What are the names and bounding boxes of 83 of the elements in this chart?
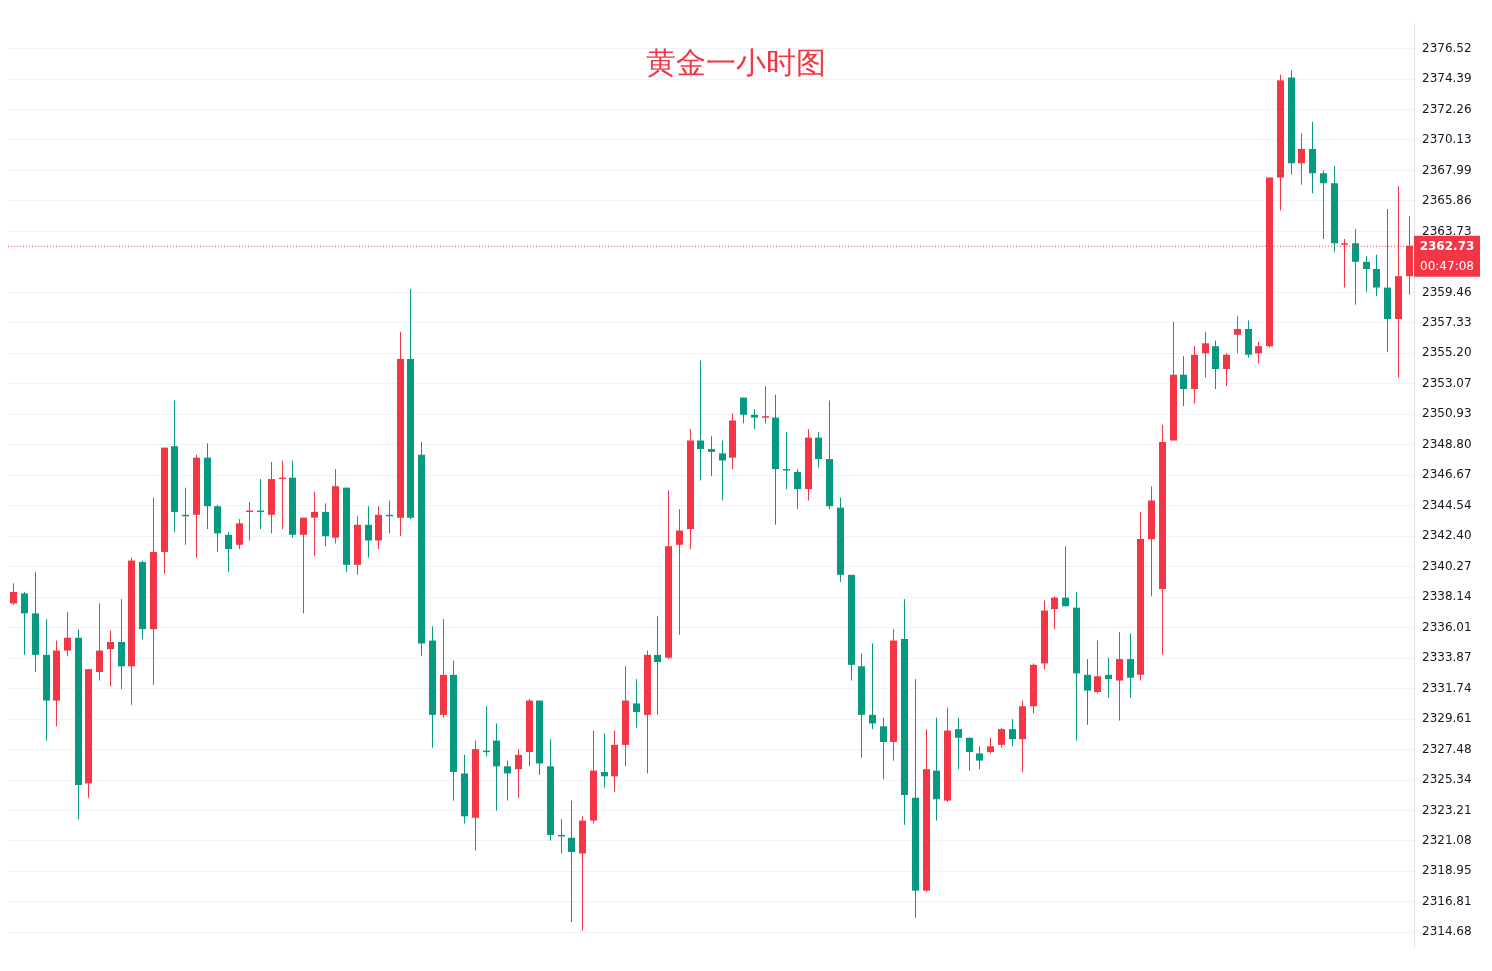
y-tick-label: 2346.67 [1422, 467, 1472, 482]
y-tick-label: 2363.73 [1422, 223, 1472, 238]
candlestick [225, 531, 232, 573]
candlestick [676, 508, 683, 636]
text: 00:47:08 [1420, 258, 1474, 273]
y-tick-label: 2323.21 [1422, 802, 1472, 817]
candlestick [568, 800, 575, 923]
candlestick [311, 491, 318, 557]
y-tick-label: 2314.68 [1422, 924, 1472, 939]
candlestick [1062, 545, 1069, 607]
y-tick-label: 2321.08 [1422, 833, 1472, 848]
y-tick-label: 2353.07 [1422, 375, 1472, 390]
y-tick-label: 2333.87 [1422, 650, 1472, 665]
candlestick [966, 737, 973, 772]
candlestick [601, 732, 608, 789]
candlestick [762, 385, 769, 424]
y-tick-label: 2367.99 [1422, 162, 1472, 177]
y-tick-label: 2329.61 [1422, 711, 1472, 726]
candlestick [1352, 228, 1359, 306]
candlestick [815, 431, 822, 469]
candlestick [300, 517, 307, 614]
candlestick [751, 408, 758, 430]
candlestick [515, 748, 522, 799]
candlestick [236, 518, 243, 550]
y-tick-label: 2350.93 [1422, 406, 1472, 421]
candlestick [633, 678, 640, 729]
candlestick [740, 397, 747, 424]
y-tick-label: 2342.40 [1422, 528, 1472, 543]
candlestick [708, 435, 715, 477]
y-tick-label: 2355.20 [1422, 345, 1472, 360]
y-tick-label: 2331.74 [1422, 680, 1472, 695]
candlestick [998, 727, 1005, 749]
candlestick [504, 760, 511, 802]
y-tick-label: 2365.86 [1422, 193, 1472, 208]
candlestick [365, 505, 372, 559]
candlestick [64, 611, 71, 657]
candlestick [794, 468, 801, 510]
candlestick [1202, 331, 1209, 379]
candlestick [1051, 595, 1058, 630]
y-tick-label: 2372.26 [1422, 101, 1472, 116]
candlestick [1127, 632, 1134, 699]
y-tick-label: 2316.81 [1422, 894, 1472, 909]
text: 黄金一小时图 [646, 44, 826, 80]
y-tick-label: 2370.13 [1422, 132, 1472, 147]
y-tick-label: 2340.27 [1422, 558, 1472, 573]
y-tick-label: 2374.39 [1422, 71, 1472, 86]
candlestick [1234, 315, 1241, 354]
candlestick [1180, 355, 1187, 407]
candlestick [107, 630, 114, 687]
candlestick [869, 642, 876, 730]
y-tick-label: 2357.33 [1422, 315, 1472, 329]
y-tick-label: 2325.34 [1422, 772, 1472, 787]
candlestick [955, 717, 962, 770]
candlestick [697, 359, 704, 481]
candlestick [783, 431, 790, 490]
candlestick [1105, 657, 1112, 699]
y-tick-label: 2359.46 [1422, 284, 1472, 299]
candlestick [1094, 640, 1101, 694]
y-tick-label: 2336.01 [1422, 619, 1472, 634]
candlestick [719, 439, 726, 502]
y-tick-label: 2318.95 [1422, 863, 1472, 878]
y-tick-label: 2338.14 [1422, 589, 1472, 604]
candlestick [21, 591, 28, 656]
candlestick [1373, 254, 1380, 297]
y-tick-label: 2327.48 [1422, 741, 1472, 756]
y-tick-label: 2376.52 [1422, 40, 1472, 55]
candlestick [1223, 352, 1230, 387]
candlestick [1255, 341, 1262, 364]
y-tick-label: 2344.54 [1422, 497, 1472, 512]
y-tick-label: 2348.80 [1422, 436, 1472, 451]
candlestick [1320, 169, 1327, 240]
candlestick [96, 602, 103, 682]
candlestick [976, 745, 983, 770]
candlestick [10, 582, 17, 606]
candlestick [1116, 631, 1123, 722]
candlestick [1212, 339, 1219, 390]
candlestick [654, 615, 661, 716]
candlestick [1298, 132, 1305, 186]
ref-line-label: 2362.73 [1419, 238, 1475, 253]
candlestick [880, 717, 887, 780]
candlestick [1009, 718, 1016, 747]
candlestick [1084, 658, 1091, 726]
candlestick [1363, 255, 1370, 293]
